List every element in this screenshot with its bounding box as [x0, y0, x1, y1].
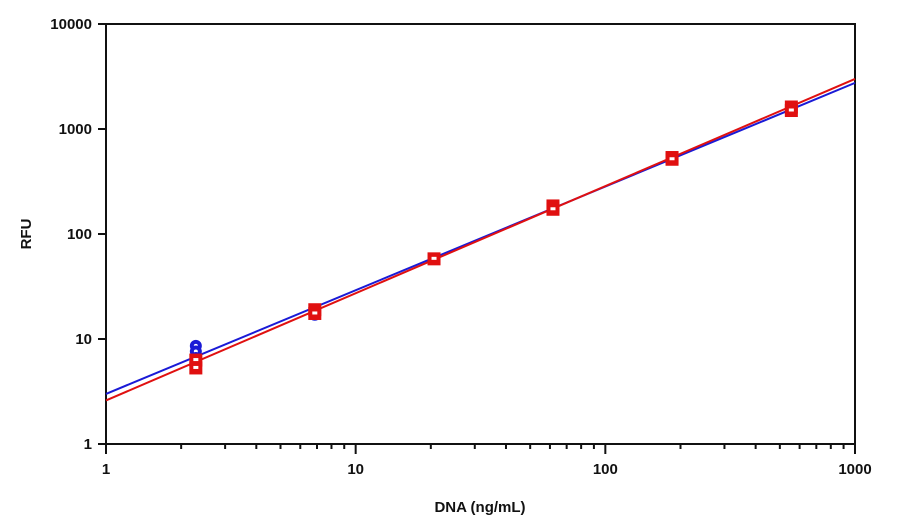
marker-highlight	[193, 365, 199, 369]
x-tick-label: 100	[593, 461, 618, 478]
y-axis-title: RFU	[18, 219, 35, 250]
y-tick-label: 10	[75, 331, 92, 348]
marker-highlight	[669, 157, 675, 161]
y-tick-label: 1	[84, 436, 92, 453]
y-tick-label: 100	[67, 226, 92, 243]
y-tick-label: 10000	[50, 16, 92, 33]
fit-lines	[105, 77, 856, 402]
x-tick-label: 10	[347, 461, 364, 478]
axis-labels: 1 10 100 1000 10000 1 10 100 1000	[50, 16, 871, 478]
y-tick-label: 1000	[59, 121, 92, 138]
marker-highlight	[550, 207, 556, 211]
marker-highlight	[788, 108, 794, 112]
plot-frame	[105, 23, 856, 445]
marker-highlight	[312, 311, 318, 315]
x-axis-title: DNA (ng/mL)	[434, 499, 525, 516]
marker-highlight	[431, 256, 437, 260]
axes	[98, 23, 856, 454]
data-markers	[189, 100, 798, 375]
marker-highlight	[193, 358, 199, 362]
x-tick-label: 1000	[838, 461, 871, 478]
blue-fit-line	[105, 81, 856, 395]
red-fit-line	[105, 77, 856, 402]
x-tick-label: 1	[102, 461, 110, 478]
